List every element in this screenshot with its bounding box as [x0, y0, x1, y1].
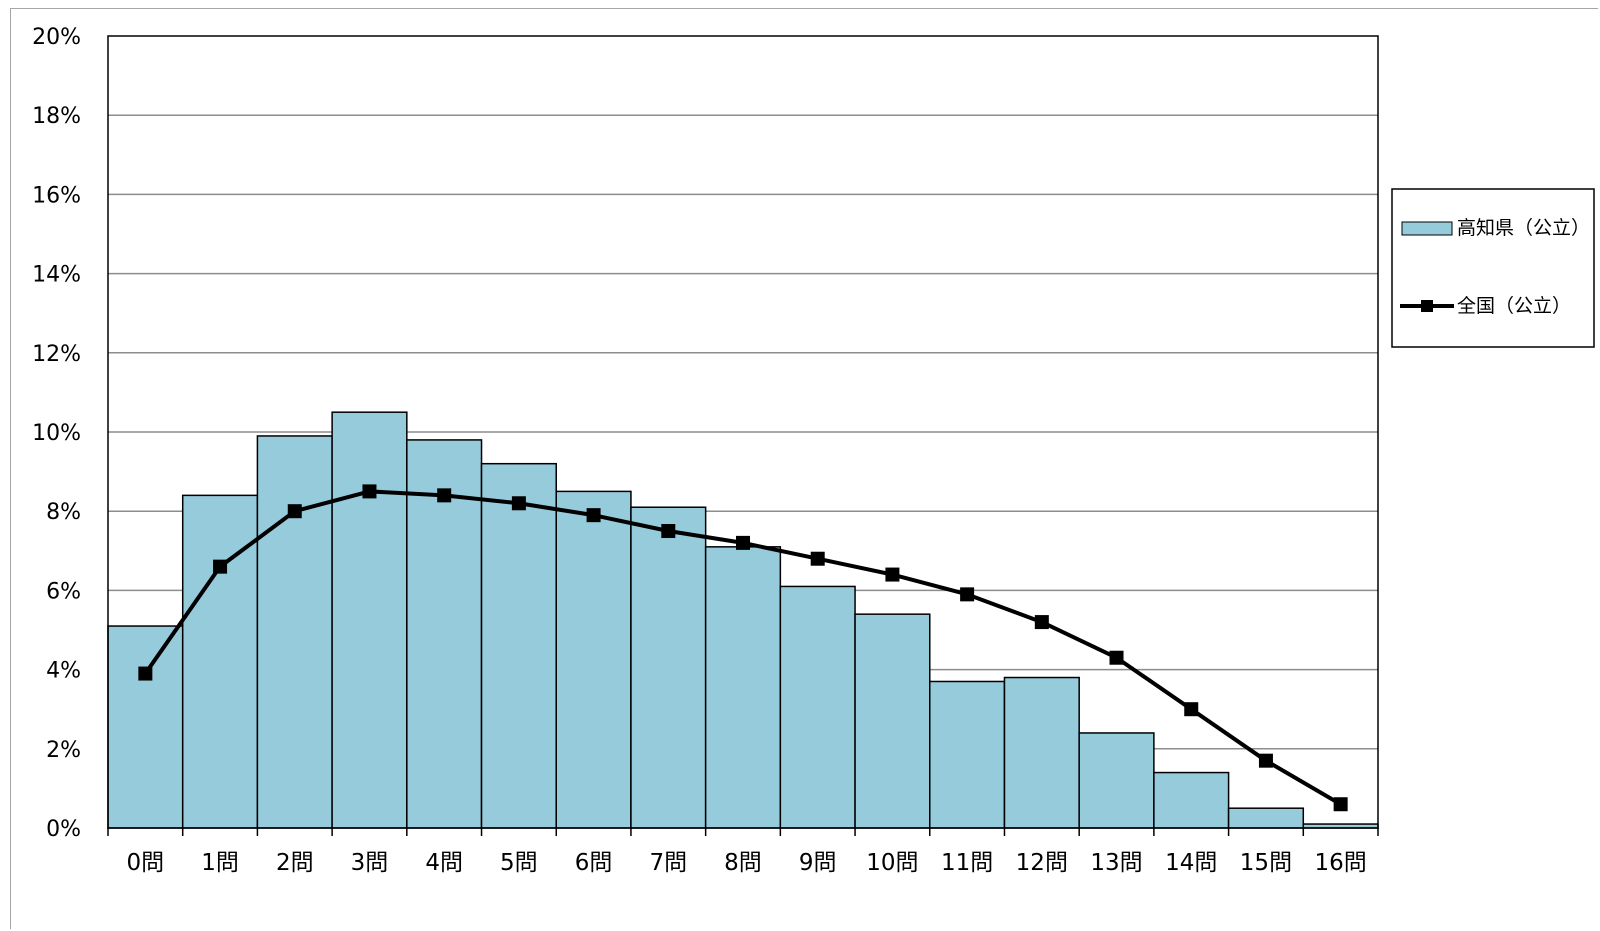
legend-line-marker	[1421, 300, 1433, 312]
bar-series	[107, 411, 1379, 829]
x-tick-label: 1問	[201, 850, 239, 876]
bar	[256, 435, 333, 829]
x-tick-label: 3問	[351, 850, 389, 876]
line-point	[661, 524, 676, 538]
legend-bar-swatch	[1401, 221, 1453, 236]
x-tick-label: 12問	[1016, 850, 1068, 876]
y-tick-label: 16%	[32, 183, 81, 208]
x-tick-label: 13問	[1090, 850, 1142, 876]
x-tick-label: 10問	[866, 850, 918, 876]
chart-frame	[10, 8, 1598, 929]
bar	[630, 506, 707, 829]
bar	[929, 680, 1006, 829]
x-tick-label: 9問	[799, 850, 837, 876]
line-point	[1258, 753, 1273, 768]
bar	[480, 462, 557, 829]
y-tick-label: 10%	[32, 421, 81, 446]
legend-bar-label: 高知県（公立）	[1457, 217, 1590, 239]
plot-area	[107, 35, 1379, 829]
y-tick-label: 12%	[32, 342, 81, 367]
y-tick-label: 0%	[46, 817, 81, 842]
line-point	[138, 666, 153, 681]
x-tick-label: 11問	[941, 850, 993, 876]
y-tick-label: 6%	[46, 579, 81, 604]
bar	[779, 585, 856, 829]
x-tick-label: 0問	[127, 850, 165, 876]
y-tick-label: 20%	[32, 25, 81, 50]
x-tick-label: 6問	[575, 850, 613, 876]
line-point	[960, 587, 975, 602]
line-point	[1184, 702, 1199, 717]
line-point	[1109, 650, 1124, 665]
x-tick-label: 5問	[500, 850, 538, 876]
line-point	[511, 496, 526, 511]
x-tick-label: 15問	[1240, 850, 1292, 876]
line-point	[1034, 615, 1049, 630]
y-axis: 0% 2% 4% 6% 8% 10% 12% 14% 16% 18% 20%	[32, 25, 81, 842]
x-tick-label: 16問	[1315, 850, 1367, 876]
bar	[1003, 676, 1080, 829]
line-point	[362, 484, 377, 499]
x-tick-label: 14問	[1165, 850, 1217, 876]
line-point	[736, 535, 750, 550]
bar	[331, 411, 408, 829]
bar	[1227, 807, 1305, 829]
y-tick-label: 4%	[46, 659, 81, 684]
legend: 高知県（公立） 全国（公立）	[1391, 188, 1595, 348]
line-point	[810, 551, 825, 566]
bar	[1153, 771, 1230, 829]
bar	[1078, 732, 1155, 829]
line-point	[287, 504, 302, 519]
legend-line-label: 全国（公立）	[1457, 295, 1571, 317]
x-tick-label: 4問	[425, 850, 463, 876]
bar	[107, 625, 184, 829]
line-point	[1333, 797, 1348, 812]
y-tick-label: 18%	[32, 104, 81, 129]
line-series	[138, 484, 1348, 812]
line-point	[213, 559, 228, 574]
y-tick-label: 8%	[46, 500, 81, 525]
y-tick-label: 2%	[46, 738, 81, 763]
line-point	[437, 488, 452, 503]
x-axis: 0問 1問 2問 3問 4問 5問 6問 7問 8問 9問 10問 11問 12問 13問 14問 15問 16…	[107, 828, 1379, 876]
bar	[704, 546, 782, 829]
line-point	[885, 567, 900, 582]
x-tick-label: 2問	[276, 850, 314, 876]
x-tick-label: 7問	[649, 850, 687, 876]
bar	[555, 490, 632, 829]
bar	[854, 613, 931, 829]
legend-box	[1391, 188, 1595, 348]
y-tick-label: 14%	[32, 263, 81, 288]
line-point	[586, 508, 601, 523]
x-tick-label: 8問	[724, 850, 762, 876]
